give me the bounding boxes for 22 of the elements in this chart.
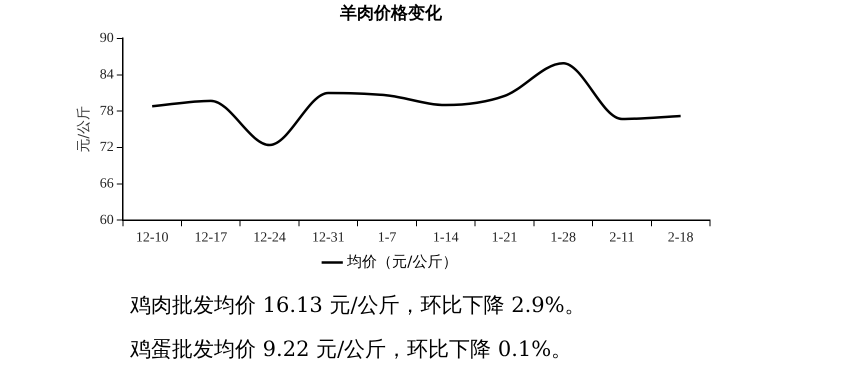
text: 鸡蛋批发均价 9.22 元/公斤，环比下降 0.1%。 xyxy=(130,336,574,363)
x-tick-label: 12-24 xyxy=(253,230,286,246)
x-tick-label: 12-31 xyxy=(312,230,345,246)
x-tick-label: 1-28 xyxy=(550,230,576,246)
x-tick-label: 1-21 xyxy=(492,230,518,246)
chart-title: 羊肉价格变化 xyxy=(339,4,443,24)
y-tick-label: 84 xyxy=(100,67,114,82)
x-tick-label: 2-18 xyxy=(668,230,694,246)
text: 鸡肉批发均价 16.13 元/公斤，环比下降 2.9%。 xyxy=(130,292,586,319)
y-tick-label: 60 xyxy=(100,212,114,228)
y-tick-label: 90 xyxy=(100,31,114,46)
y-tick-label: 66 xyxy=(100,176,114,192)
line-series xyxy=(150,62,682,146)
x-tick-label: 1-14 xyxy=(432,230,459,246)
x-tick-label: 2-11 xyxy=(609,230,634,246)
y-tick-label: 72 xyxy=(100,140,114,156)
y-tick-label: 78 xyxy=(100,104,114,119)
x-tick-label: 12-10 xyxy=(136,230,168,246)
y-axis-title: 元/公斤 xyxy=(76,106,92,153)
legend-label: 均价（元/公斤） xyxy=(346,252,458,270)
x-tick-label: 12-17 xyxy=(194,230,228,246)
x-tick-label: 1-7 xyxy=(378,230,396,246)
